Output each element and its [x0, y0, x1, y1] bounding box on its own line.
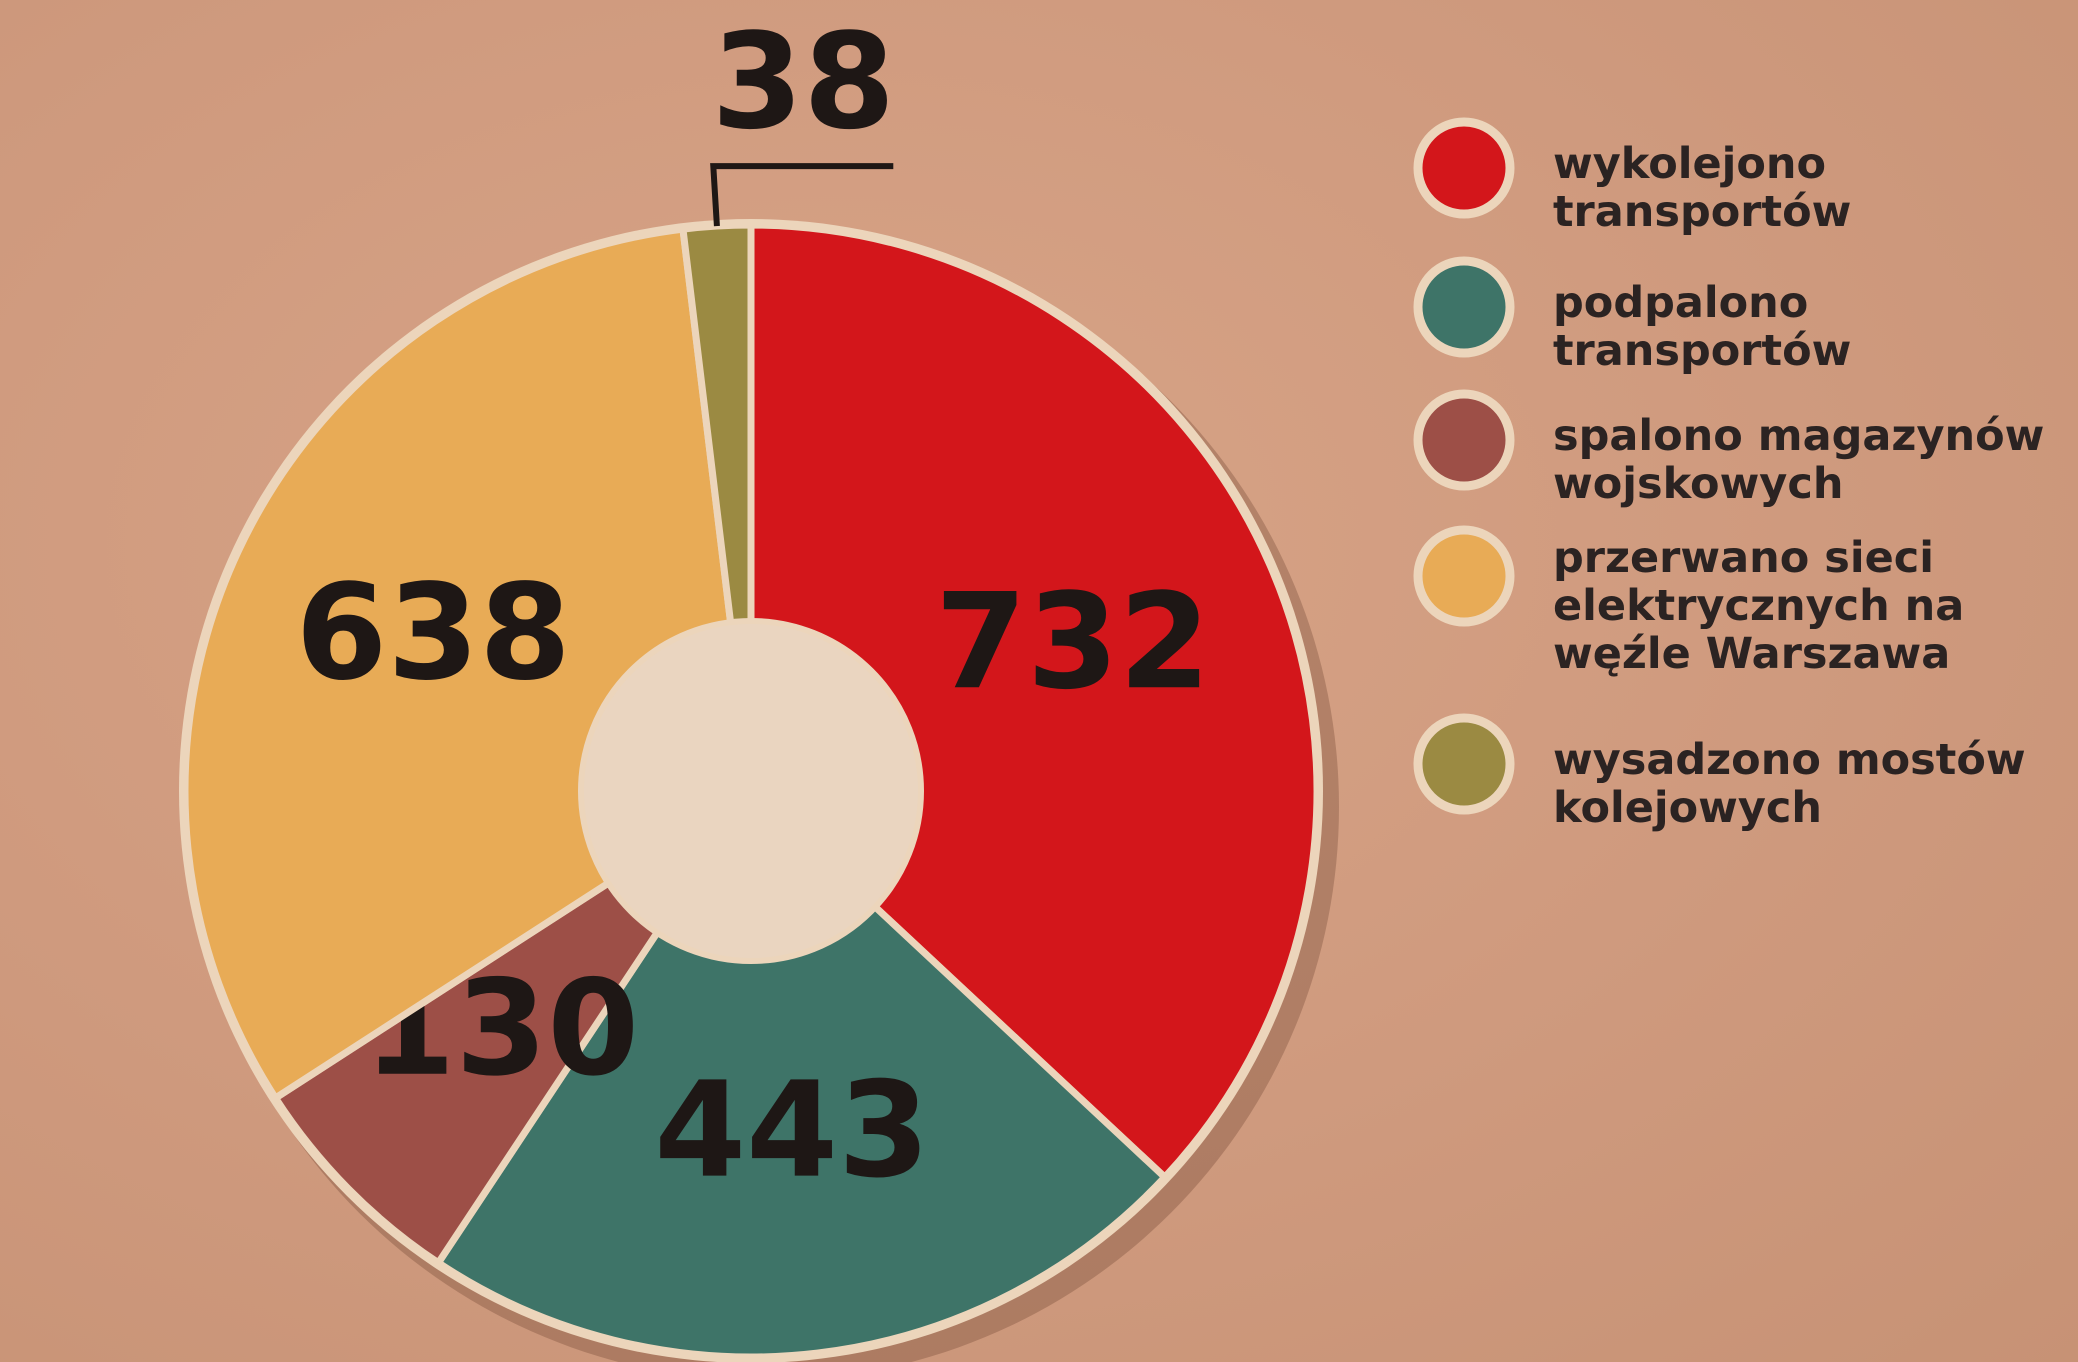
legend-label: wykolejono transportów	[1553, 139, 1852, 237]
value-label: 443	[654, 1054, 930, 1208]
legend-label: przerwano sieci elektrycznych na węźle W…	[1553, 533, 1965, 679]
legend-swatch	[1413, 389, 1515, 491]
legend-label: podpalono transportów	[1553, 278, 1852, 376]
legend-swatch	[1413, 256, 1515, 358]
pie-slice	[433, 785, 1170, 1361]
donut-hole	[578, 618, 924, 964]
legend-swatch	[1413, 117, 1515, 219]
legend-label: spalono magazynów wojskowych	[1553, 411, 2045, 509]
legend-label: wysadzono mostów kolejowych	[1553, 735, 2026, 833]
legend-swatch	[1413, 713, 1515, 815]
value-label: 732	[935, 565, 1211, 719]
value-label: 38	[711, 5, 895, 159]
value-label: 638	[296, 556, 572, 710]
pie-slice	[747, 221, 1321, 1183]
legend-swatch	[1413, 525, 1515, 627]
leader-line	[710, 163, 894, 227]
